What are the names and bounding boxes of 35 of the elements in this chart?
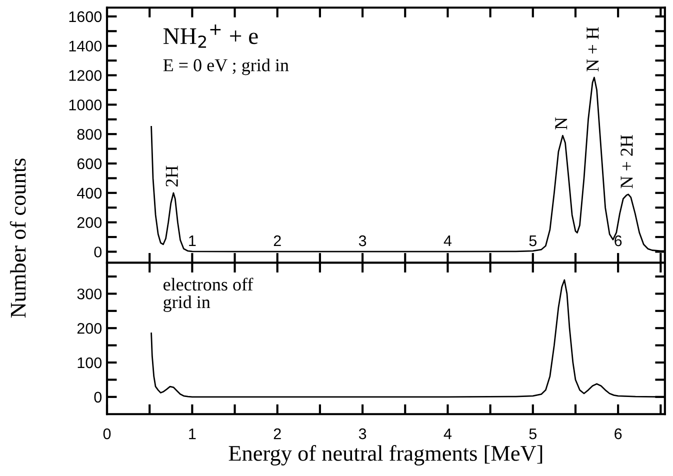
y-tick-label: 0 <box>94 246 102 258</box>
y-tick-label: 1600 <box>69 11 102 22</box>
x-tick-label: 1 <box>189 236 196 246</box>
x-tick-label: 1 <box>189 428 196 440</box>
x-tick-label: 4 <box>444 428 452 440</box>
x-tick-label: 2 <box>274 235 281 246</box>
annotation: N + H <box>586 27 599 72</box>
y-tick-label: 1200 <box>69 70 102 81</box>
y-tick-label: 0 <box>94 392 102 403</box>
x-tick-label: 5 <box>529 236 537 246</box>
y-tick-label: 300 <box>77 288 102 300</box>
annotation: 2H <box>166 166 178 187</box>
x-tick-label: 6 <box>614 235 622 246</box>
y-axis-title: Number of counts <box>10 158 26 318</box>
x-tick-label: 5 <box>529 428 537 440</box>
x-tick-label: 2 <box>274 428 281 440</box>
x-tick-label: 4 <box>444 236 452 246</box>
y-tick-label: 200 <box>77 322 102 334</box>
annotation: E = 0 eV ; grid in <box>163 58 289 76</box>
y-tick-label: 1000 <box>69 100 102 110</box>
y-tick-label: 1400 <box>69 40 102 52</box>
annotation: N + 2H <box>620 135 633 188</box>
y-tick-label: 800 <box>77 128 102 140</box>
x-tick-label: 3 <box>358 235 366 246</box>
x-tick-label: 3 <box>358 428 366 440</box>
y-tick-label: 400 <box>77 188 102 199</box>
annotation: electrons off grid in <box>164 278 254 312</box>
y-tick-label: 200 <box>77 217 102 228</box>
x-axis-title: Energy of neutral fragments [MeV] <box>228 445 542 466</box>
y-tick-label: 600 <box>77 158 102 170</box>
x-tick-label: 0 <box>103 428 111 440</box>
annotation: N <box>555 117 568 130</box>
x-tick-label: 6 <box>614 428 622 440</box>
y-tick-label: 100 <box>78 357 102 368</box>
text: NH$_{2}$$^{+}$ + e <box>163 24 258 48</box>
